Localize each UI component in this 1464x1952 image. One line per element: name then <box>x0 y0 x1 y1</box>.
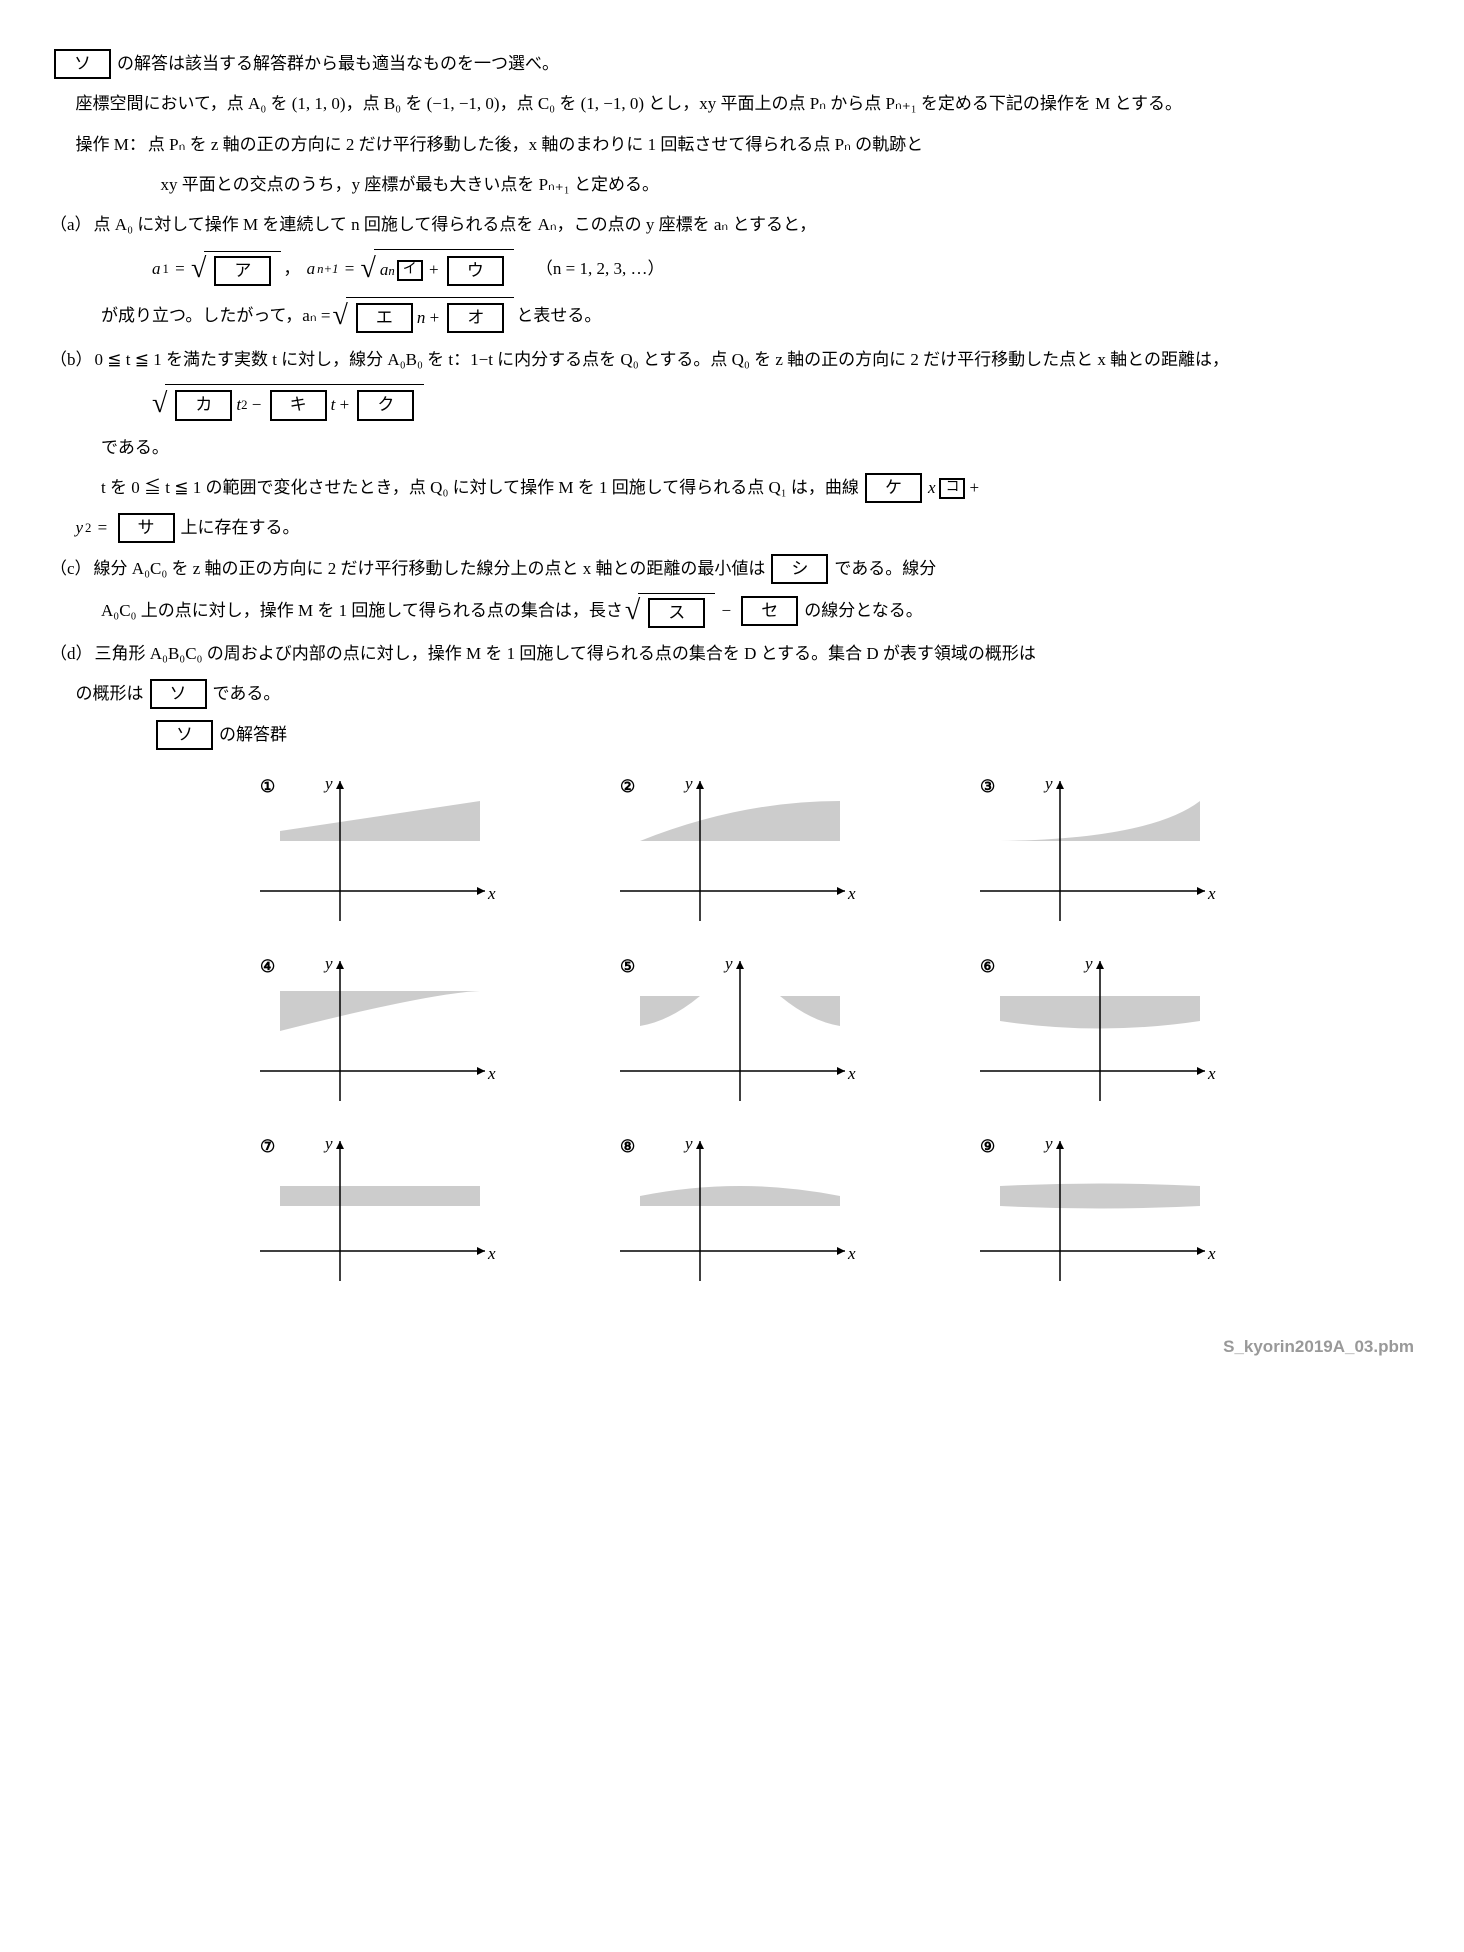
a-eq1: a1 = √ ア ， an+1 = √ an イ + ウ （n = 1, 2, … <box>50 249 1414 288</box>
d-label: （d） <box>50 638 93 670</box>
option-8-graph: x y <box>610 1131 860 1301</box>
option-2: ② x y <box>610 771 890 941</box>
intro-line1: ソ の解答は該当する解答群から最も適当なものを一つ選べ。 <box>50 48 1414 80</box>
option-5: ⑤ x y <box>610 951 890 1121</box>
a-eq2: が成り立つ。したがって，aₙ = √ エ n + オ と表せる。 <box>50 297 1414 336</box>
b-dearu: である。 <box>50 432 1414 464</box>
c-line2: A₀C₀ 上の点に対し，操作 M を 1 回施して得られる点の集合は，長さ √ … <box>50 593 1414 630</box>
answer-group-label: ソ の解答群 <box>50 719 1414 751</box>
b-text2a: t を 0 ≦ t ≦ 1 の範囲で変化させたとき，点 Q₀ に対して操作 M … <box>101 472 859 504</box>
svg-text:y: y <box>323 954 333 973</box>
op-body1: 点 Pₙ を z 軸の正の方向に 2 だけ平行移動した後，x 軸のまわりに 1 … <box>148 129 923 161</box>
svg-text:y: y <box>1083 954 1093 973</box>
part-b: （b） 0 ≦ t ≦ 1 を満たす実数 t に対し，線分 A₀B₀ を t：1… <box>50 344 1414 376</box>
c-text2a: A₀C₀ 上の点に対し，操作 M を 1 回施して得られる点の集合は，長さ <box>101 595 623 627</box>
box-u: ウ <box>447 256 504 286</box>
box-so-group: ソ <box>156 720 213 750</box>
box-se: セ <box>741 596 798 626</box>
box-su: ス <box>648 598 705 628</box>
option-1-graph: x y <box>250 771 500 941</box>
svg-text:y: y <box>1043 774 1053 793</box>
option-1: ① x y <box>250 771 530 941</box>
svg-text:x: x <box>1207 884 1216 903</box>
d-line2: の概形は ソ である。 <box>50 678 1414 710</box>
option-2-graph: x y <box>610 771 860 941</box>
b-text2-cont: y2 = サ 上に存在する。 <box>50 512 1414 544</box>
box-a: ア <box>214 256 271 286</box>
part-a: （a） 点 A₀ に対して操作 M を連続して n 回施して得られる点を Aₙ，… <box>50 209 1414 241</box>
option-5-graph: x y <box>610 951 860 1121</box>
svg-text:y: y <box>683 774 693 793</box>
svg-text:x: x <box>847 884 856 903</box>
option-9: ⑨ x y <box>970 1131 1250 1301</box>
c-text2b: の線分となる。 <box>804 595 923 627</box>
a-trail: （n = 1, 2, 3, …） <box>536 253 665 285</box>
b-text2b: 上に存在する。 <box>181 512 300 544</box>
box-so: ソ <box>54 49 111 79</box>
c-text1a: 線分 A₀C₀ を z 軸の正の方向に 2 だけ平行移動した線分上の点と x 軸… <box>94 553 766 585</box>
svg-text:x: x <box>847 1064 856 1083</box>
svg-text:x: x <box>487 884 496 903</box>
option-3: ③ x y <box>970 771 1250 941</box>
c-label: （c） <box>50 553 92 585</box>
c-text1b: である。線分 <box>834 553 936 585</box>
box-ka: カ <box>175 390 232 420</box>
option-4-graph: x y <box>250 951 500 1121</box>
b-eq1: √ カ t2 − キ t + ク <box>50 384 1414 423</box>
a-label: （a） <box>50 209 92 241</box>
svg-text:x: x <box>487 1064 496 1083</box>
svg-text:x: x <box>487 1244 496 1263</box>
options-grid: ① x y ② x y <box>250 771 1414 1301</box>
svg-text:y: y <box>1043 1134 1053 1153</box>
option-7: ⑦ x y <box>250 1131 530 1301</box>
footer: S_kyorin2019A_03.pbm <box>50 1331 1414 1363</box>
svg-text:y: y <box>723 954 733 973</box>
d-text1: 三角形 A₀B₀C₀ の周および内部の点に対し，操作 M を 1 回施して得られ… <box>95 638 1036 670</box>
svg-text:y: y <box>683 1134 693 1153</box>
svg-text:x: x <box>847 1244 856 1263</box>
box-so-d: ソ <box>150 679 207 709</box>
intro-line2: 座標空間において，点 A₀ を (1, 1, 0)，点 B₀ を (−1, −1… <box>50 88 1414 120</box>
op-body2: xy 平面との交点のうち，y 座標が最も大きい点を Pₙ₊₁ と定める。 <box>50 169 1414 201</box>
option-6: ⑥ x y <box>970 951 1250 1121</box>
option-9-graph: x y <box>970 1131 1220 1301</box>
option-3-graph: x y <box>970 771 1220 941</box>
option-7-graph: x y <box>250 1131 500 1301</box>
b-label: （b） <box>50 344 93 376</box>
a-text2b: と表せる。 <box>516 300 601 332</box>
svg-text:x: x <box>1207 1064 1216 1083</box>
option-6-graph: x y <box>970 951 1220 1121</box>
box-ku: ク <box>357 390 414 420</box>
box-shi: シ <box>771 554 828 584</box>
d-group-label: の解答群 <box>219 719 287 751</box>
b-text2: t を 0 ≦ t ≦ 1 の範囲で変化させたとき，点 Q₀ に対して操作 M … <box>50 472 1414 504</box>
box-o: オ <box>447 303 504 333</box>
box-ko: コ <box>939 478 965 499</box>
intro-line1-tail: の解答は該当する解答群から最も適当なものを一つ選べ。 <box>117 48 559 80</box>
op-label: 操作 M： <box>76 129 146 161</box>
box-e: エ <box>356 303 413 333</box>
option-4: ④ x y <box>250 951 530 1121</box>
a-text1: 点 A₀ に対して操作 M を連続して n 回施して得られる点を Aₙ，この点の… <box>94 209 817 241</box>
svg-text:y: y <box>323 774 333 793</box>
option-8: ⑧ x y <box>610 1131 890 1301</box>
box-sa: サ <box>118 513 175 543</box>
d-dearu: である。 <box>213 678 281 710</box>
part-d: （d） 三角形 A₀B₀C₀ の周および内部の点に対し，操作 M を 1 回施し… <box>50 638 1414 670</box>
svg-text:x: x <box>1207 1244 1216 1263</box>
a-text2a: が成り立つ。したがって，aₙ = <box>101 300 330 332</box>
operation-m: 操作 M： 点 Pₙ を z 軸の正の方向に 2 だけ平行移動した後，x 軸のま… <box>50 129 1414 161</box>
box-i: イ <box>397 260 423 281</box>
box-ki: キ <box>270 390 327 420</box>
box-ke: ケ <box>865 473 922 503</box>
svg-text:y: y <box>323 1134 333 1153</box>
b-text1: 0 ≦ t ≦ 1 を満たす実数 t に対し，線分 A₀B₀ を t：1−t に… <box>95 344 1415 376</box>
part-c: （c） 線分 A₀C₀ を z 軸の正の方向に 2 だけ平行移動した線分上の点と… <box>50 553 1414 585</box>
